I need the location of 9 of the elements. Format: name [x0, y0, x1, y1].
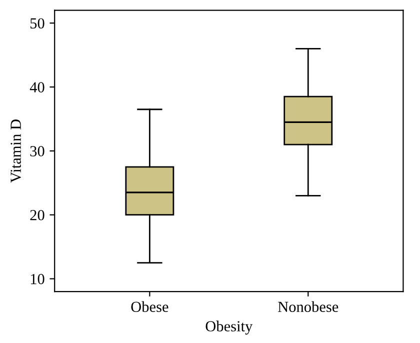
- y-tick-label: 20: [30, 210, 44, 220]
- y-tick-label: 50: [30, 18, 44, 29]
- x-axis-title: Obesity: [206, 320, 253, 335]
- x-tick-label: Nonobese: [278, 301, 338, 312]
- y-tick-label: 10: [30, 274, 44, 284]
- y-axis-title: Vitamin D: [10, 120, 22, 183]
- y-tick-label: 40: [30, 82, 44, 92]
- y-tick-label: 30: [30, 146, 44, 156]
- x-tick-label: Obese: [131, 301, 168, 312]
